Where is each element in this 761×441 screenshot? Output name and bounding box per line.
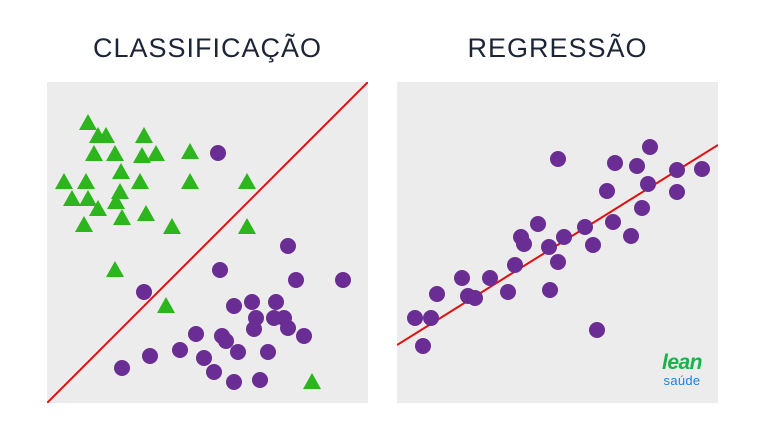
regression-data-point — [694, 161, 710, 177]
class-a-triangle-point — [163, 218, 181, 234]
regression-data-point — [516, 236, 532, 252]
class-a-triangle-point — [106, 261, 124, 277]
class-b-circle-point — [230, 344, 246, 360]
regression-data-point — [669, 162, 685, 178]
regression-data-point — [640, 176, 656, 192]
class-a-triangle-point — [137, 205, 155, 221]
regression-data-point — [577, 219, 593, 235]
class-b-circle-point — [226, 298, 242, 314]
class-b-circle-point — [136, 284, 152, 300]
class-b-circle-point — [172, 342, 188, 358]
class-a-triangle-point — [75, 216, 93, 232]
regression-data-point — [541, 239, 557, 255]
logo-word: lean — [661, 351, 703, 374]
regression-panel — [397, 82, 718, 403]
class-a-triangle-point — [79, 114, 97, 130]
class-a-triangle-point — [55, 173, 73, 189]
regression-data-point — [629, 158, 645, 174]
class-a-triangle-point — [113, 209, 131, 225]
regression-data-point — [530, 216, 546, 232]
class-b-circle-point — [196, 350, 212, 366]
regression-trend-line — [397, 144, 718, 346]
regression-data-point — [607, 155, 623, 171]
class-b-circle-point — [218, 333, 234, 349]
regression-data-point — [454, 270, 470, 286]
regression-data-point — [642, 139, 658, 155]
class-a-triangle-point — [133, 147, 151, 163]
regression-data-point — [623, 228, 639, 244]
class-b-circle-point — [288, 272, 304, 288]
logo-subword: saúde — [663, 373, 701, 388]
regression-data-point — [556, 229, 572, 245]
regression-plot — [397, 139, 718, 354]
class-a-triangle-point — [112, 163, 130, 179]
class-b-circle-point — [210, 145, 226, 161]
classification-plot — [47, 82, 368, 403]
class-b-circle-point — [226, 374, 242, 390]
regression-data-point — [429, 286, 445, 302]
regression-data-point — [423, 310, 439, 326]
class-b-circle-point — [280, 238, 296, 254]
regression-data-point — [507, 257, 523, 273]
class-b-circle-point — [114, 360, 130, 376]
class-a-triangle-point — [147, 145, 165, 161]
class-a-triangle-point — [135, 127, 153, 143]
regression-data-point — [669, 184, 685, 200]
regression-data-point — [634, 200, 650, 216]
regression-title: REGRESSÃO — [467, 33, 648, 63]
class-a-triangle-point — [63, 190, 81, 206]
class-a-triangle-point — [89, 200, 107, 216]
regression-data-point — [467, 290, 483, 306]
regression-data-point — [589, 322, 605, 338]
class-a-triangle-point — [181, 173, 199, 189]
class-b-circle-point — [188, 326, 204, 342]
class-b-circle-point — [268, 294, 284, 310]
classification-title: CLASSIFICAÇÃO — [92, 33, 323, 63]
class-a-triangle-point — [97, 127, 115, 143]
class-b-circle-point — [206, 364, 222, 380]
regression-data-point — [599, 183, 615, 199]
class-b-circle-point — [296, 328, 312, 344]
regression-data-point — [550, 254, 566, 270]
class-a-triangle-point — [107, 193, 125, 209]
class-b-circle-point — [246, 321, 262, 337]
class-b-circle-point — [335, 272, 351, 288]
regression-data-point — [407, 310, 423, 326]
regression-data-point — [542, 282, 558, 298]
class-a-triangle-point — [77, 173, 95, 189]
class-b-circle-point — [260, 344, 276, 360]
class-b-circle-point — [266, 310, 282, 326]
decision-boundary-line — [47, 82, 368, 403]
class-b-circle-point — [212, 262, 228, 278]
class-a-triangle-point — [85, 145, 103, 161]
class-a-triangle-point — [111, 183, 129, 199]
class-a-triangle-point — [303, 373, 321, 389]
class-a-triangle-point — [238, 173, 256, 189]
classification-points — [55, 114, 351, 390]
regression-data-point — [585, 237, 601, 253]
regression-data-point — [482, 270, 498, 286]
class-b-circle-point — [142, 348, 158, 364]
class-a-triangle-point — [181, 143, 199, 159]
class-a-triangle-point — [106, 145, 124, 161]
regression-data-point — [415, 338, 431, 354]
class-b-circle-point — [280, 320, 296, 336]
lean-saude-logo: lean saúde — [654, 352, 710, 387]
class-a-triangle-point — [79, 190, 97, 206]
class-a-triangle-point — [131, 173, 149, 189]
class-a-triangle-point — [238, 218, 256, 234]
class-b-circle-point — [244, 294, 260, 310]
regression-data-point — [550, 151, 566, 167]
class-a-triangle-point — [157, 297, 175, 313]
regression-data-point — [500, 284, 516, 300]
regression-points — [407, 139, 710, 354]
regression-data-point — [605, 214, 621, 230]
classification-panel — [47, 82, 368, 403]
class-b-circle-point — [252, 372, 268, 388]
